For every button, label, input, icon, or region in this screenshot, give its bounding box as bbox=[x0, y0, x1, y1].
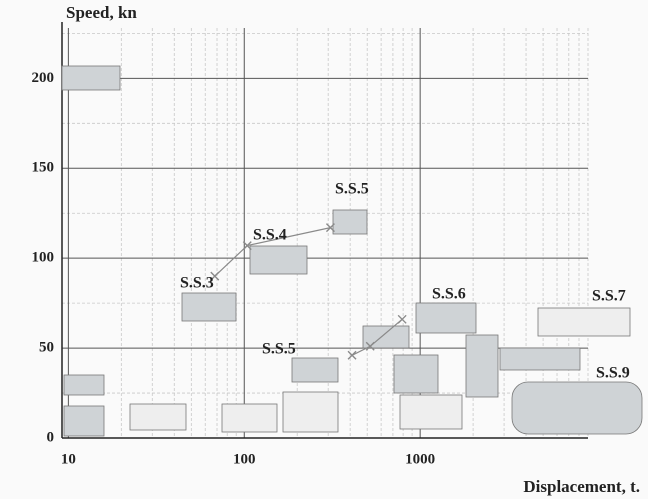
y-tick-label: 200 bbox=[32, 70, 55, 86]
annotation: S.S.9 bbox=[596, 365, 630, 382]
annotation: S.S.5 bbox=[262, 341, 296, 358]
y-tick-label: 50 bbox=[39, 340, 54, 356]
vessel-image bbox=[416, 303, 476, 333]
annotation: S.S.3 bbox=[180, 275, 214, 292]
vessel-image bbox=[182, 293, 236, 321]
x-tick-label: 10 bbox=[61, 451, 76, 467]
vessel-image bbox=[292, 358, 338, 382]
x-tick-label: 1000 bbox=[405, 451, 435, 467]
annotation: S.S.4 bbox=[253, 227, 287, 244]
vessel-image bbox=[363, 326, 409, 348]
annotation: S.S.6 bbox=[432, 286, 466, 303]
x-axis-label: Displacement, t. bbox=[523, 477, 640, 496]
x-tick-label: 100 bbox=[233, 451, 256, 467]
vessel-image bbox=[62, 66, 120, 90]
vessel-image bbox=[466, 335, 498, 397]
y-tick-label: 0 bbox=[47, 429, 55, 445]
chart: Speed, kn Displacement, t. 10 100 1000 0 50 1… bbox=[0, 0, 648, 499]
vessel-image bbox=[283, 392, 338, 432]
vessel-image bbox=[333, 210, 367, 234]
vessel-image bbox=[512, 382, 642, 434]
y-axis-label: Speed, kn bbox=[66, 3, 137, 22]
vessel-image bbox=[130, 404, 186, 430]
y-tick-label: 150 bbox=[32, 160, 55, 176]
annotation: S.S.7 bbox=[592, 288, 626, 305]
annotation: S.S.5 bbox=[335, 181, 369, 198]
vessel-image bbox=[64, 406, 104, 436]
vessel-image bbox=[394, 355, 438, 393]
vessel-image bbox=[500, 348, 580, 370]
vessel-image bbox=[64, 375, 104, 395]
vessel-image bbox=[222, 404, 277, 432]
vessel-image bbox=[400, 395, 462, 429]
vessel-image bbox=[538, 308, 630, 336]
y-tick-label: 100 bbox=[32, 250, 55, 266]
vessel-image bbox=[250, 246, 307, 274]
